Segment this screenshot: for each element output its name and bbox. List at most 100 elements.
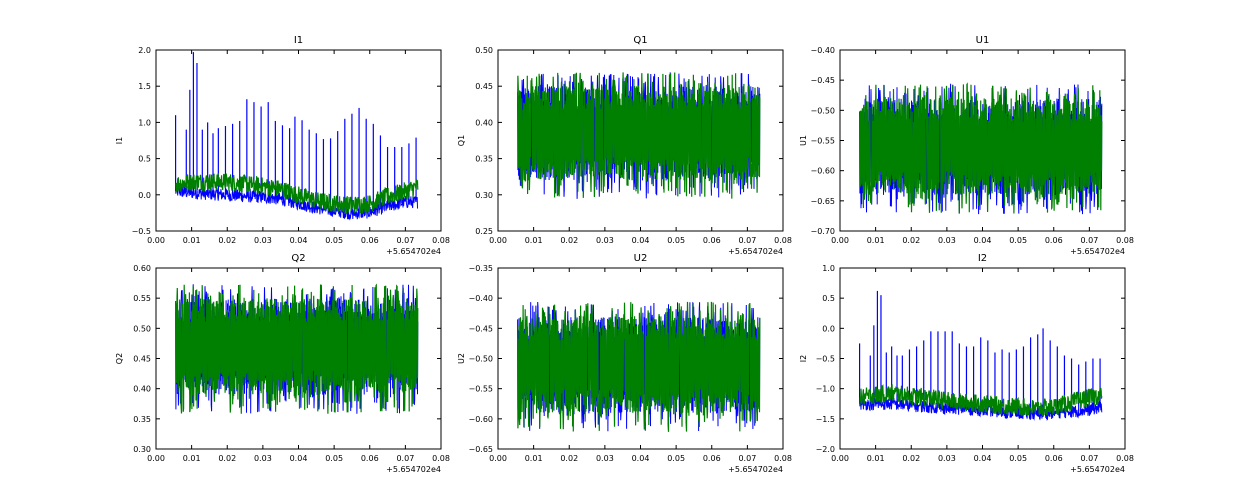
x-tick-label: 0.00 <box>831 236 849 245</box>
x-tick-label: 0.01 <box>867 236 885 245</box>
y-tick-label: −0.55 <box>468 385 493 394</box>
x-tick-label: 0.08 <box>432 236 450 245</box>
y-tick-label: −1.5 <box>816 415 835 424</box>
x-tick-label: 0.02 <box>560 236 578 245</box>
x-tick-label: 0.06 <box>361 236 379 245</box>
x-offset-label: +5.654702e4 <box>386 465 441 474</box>
y-tick-label: 0.50 <box>475 46 493 55</box>
subplot-title: Q1 <box>633 35 647 46</box>
y-tick-label: −0.50 <box>468 355 493 364</box>
x-tick-label: 0.06 <box>703 236 721 245</box>
x-tick-label: 0.07 <box>396 236 414 245</box>
series-line-2 <box>175 173 419 215</box>
x-tick-label: 0.06 <box>1045 236 1063 245</box>
y-tick-label: 0.35 <box>475 155 493 164</box>
x-tick-label: 0.03 <box>596 454 614 463</box>
y-tick-label: −0.65 <box>810 197 835 206</box>
y-tick-label: −0.45 <box>468 324 493 333</box>
plot-area <box>174 52 419 221</box>
y-tick-label: 0.0 <box>138 191 151 200</box>
y-tick-label: −2.0 <box>816 445 835 454</box>
subplot-U1: U1 U1 0.00 0.01 0.02 0.03 0.04 0.05 0.06 0.07 0.08… <box>799 35 1134 256</box>
y-tick-label: 0.40 <box>133 385 151 394</box>
y-tick-label: 1.5 <box>138 82 151 91</box>
x-tick-label: 0.02 <box>218 236 236 245</box>
y-axis-label: Q1 <box>457 135 466 146</box>
plot-area <box>859 82 1103 215</box>
x-tick-label: 0.04 <box>290 236 308 245</box>
x-offset-label: +5.654702e4 <box>728 465 783 474</box>
x-tick-label: 0.06 <box>703 454 721 463</box>
x-tick-label: 0.04 <box>974 454 992 463</box>
x-tick-label: 0.06 <box>1045 454 1063 463</box>
x-offset-label: +5.654702e4 <box>728 247 783 256</box>
y-tick-label: −1.0 <box>816 385 835 394</box>
x-offset-label: +5.654702e4 <box>386 247 441 256</box>
x-tick-label: 0.07 <box>1080 454 1098 463</box>
x-offset-label: +5.654702e4 <box>1070 465 1125 474</box>
y-tick-label: 0.0 <box>822 324 835 333</box>
y-tick-label: 0.5 <box>822 294 835 303</box>
x-tick-label: 0.05 <box>667 454 685 463</box>
x-tick-label: 0.08 <box>1116 454 1134 463</box>
subplot-I2: I2 I2 0.00 0.01 0.02 0.03 0.04 0.05 0.06 0.07 0.08… <box>799 253 1134 474</box>
subplot-grid: I1 I1 0.00 0.01 0.02 0.03 0.04 0.05 0.06 0.07 0.08… <box>115 35 1134 474</box>
subplot-title: I1 <box>294 35 303 46</box>
y-tick-label: 0.45 <box>133 355 151 364</box>
x-tick-label: 0.01 <box>525 236 543 245</box>
y-tick-label: 0.40 <box>475 118 493 127</box>
y-tick-label: −0.55 <box>810 137 835 146</box>
y-tick-label: 0.5 <box>138 155 151 164</box>
y-tick-label: −0.40 <box>810 46 835 55</box>
x-tick-label: 0.02 <box>560 454 578 463</box>
x-tick-label: 0.00 <box>831 454 849 463</box>
series-line-2 <box>517 301 761 432</box>
plot-area <box>517 72 761 199</box>
plot-area <box>858 290 1103 421</box>
subplot-Q2: Q2 Q2 0.00 0.01 0.02 0.03 0.04 0.05 0.06 0.07 0.08… <box>115 253 450 474</box>
x-tick-label: 0.01 <box>525 454 543 463</box>
x-tick-label: 0.04 <box>290 454 308 463</box>
plot-area <box>517 301 761 432</box>
x-tick-label: 0.03 <box>938 236 956 245</box>
x-tick-label: 0.00 <box>489 454 507 463</box>
y-tick-label: −0.45 <box>810 76 835 85</box>
x-tick-label: 0.03 <box>938 454 956 463</box>
x-tick-label: 0.03 <box>254 454 272 463</box>
subplot-Q1: Q1 Q1 0.00 0.01 0.02 0.03 0.04 0.05 0.06 0.07 0.08… <box>457 35 792 256</box>
x-tick-label: 0.07 <box>1080 236 1098 245</box>
plot-area <box>175 283 419 414</box>
x-offset-label: +5.654702e4 <box>1070 247 1125 256</box>
subplot-title: U1 <box>976 35 990 46</box>
y-axis-label: U1 <box>799 135 808 146</box>
y-tick-label: 1.0 <box>138 118 151 127</box>
subplot-title: U2 <box>634 253 648 264</box>
x-tick-label: 0.07 <box>396 454 414 463</box>
y-tick-label: 0.25 <box>475 227 493 236</box>
x-tick-label: 0.08 <box>1116 236 1134 245</box>
y-tick-label: −0.35 <box>468 264 493 273</box>
y-tick-label: −0.60 <box>810 167 835 176</box>
y-axis-label: U2 <box>457 353 466 364</box>
x-tick-label: 0.07 <box>738 236 756 245</box>
series-line-2 <box>175 283 419 414</box>
y-tick-label: −0.70 <box>810 227 835 236</box>
subplot-title: I2 <box>978 253 987 264</box>
y-tick-label: −0.5 <box>132 227 151 236</box>
x-tick-label: 0.04 <box>632 236 650 245</box>
subplot-I1: I1 I1 0.00 0.01 0.02 0.03 0.04 0.05 0.06 0.07 0.08… <box>115 35 450 256</box>
y-tick-label: 0.55 <box>133 294 151 303</box>
x-tick-label: 0.04 <box>632 454 650 463</box>
x-tick-label: 0.03 <box>254 236 272 245</box>
x-tick-label: 0.02 <box>902 454 920 463</box>
y-tick-label: 0.35 <box>133 415 151 424</box>
series-line-2 <box>859 383 1103 417</box>
y-tick-label: −0.65 <box>468 445 493 454</box>
y-axis-label: Q2 <box>115 353 124 364</box>
y-tick-label: 0.50 <box>133 324 151 333</box>
x-tick-label: 0.08 <box>432 454 450 463</box>
x-tick-label: 0.01 <box>867 454 885 463</box>
x-tick-label: 0.02 <box>902 236 920 245</box>
